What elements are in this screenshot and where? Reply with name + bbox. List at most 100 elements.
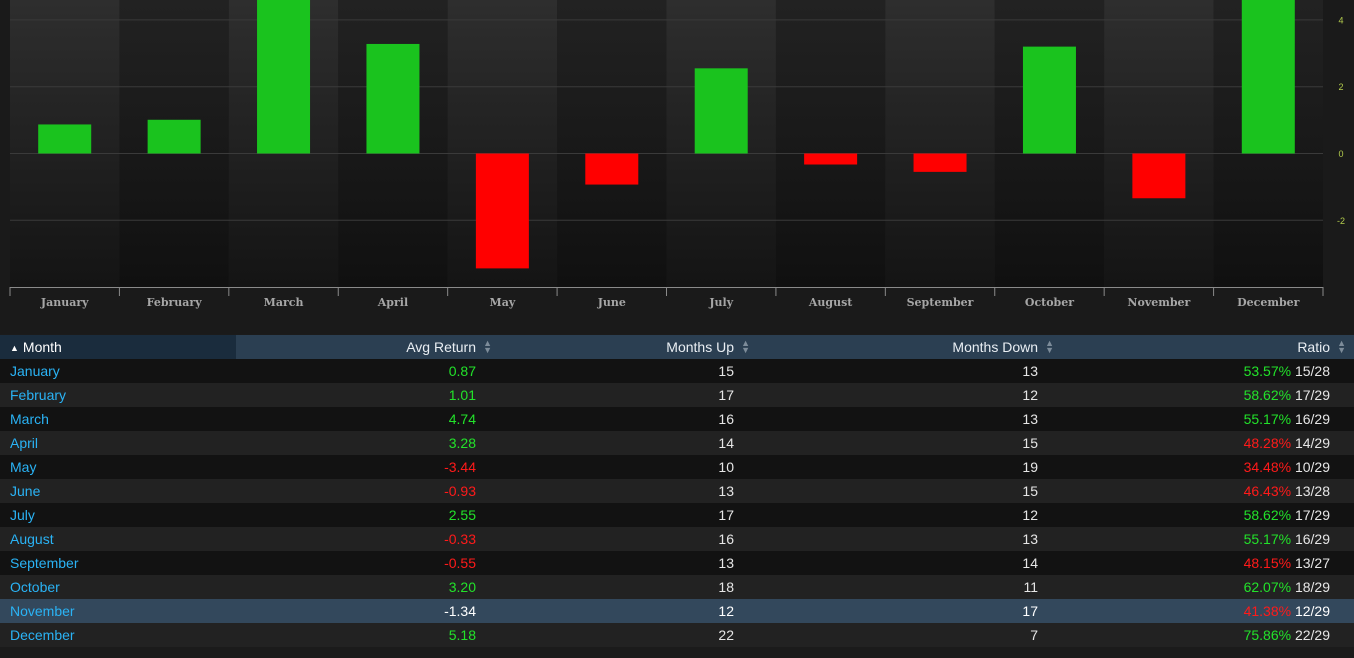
months-down-cell: 15: [758, 431, 1062, 455]
bar-march[interactable]: [257, 0, 311, 154]
ratio-percent: 58.62%: [1243, 507, 1292, 523]
month-column-header[interactable]: ▲ Month: [0, 335, 236, 359]
month-cell[interactable]: June: [0, 479, 236, 503]
avg-return-column-header[interactable]: Avg Return ▲ ▼: [236, 335, 500, 359]
ratio-fraction: 13/27: [1294, 555, 1330, 571]
ratio-percent: 58.62%: [1243, 387, 1292, 403]
ratio-percent: 48.15%: [1243, 555, 1292, 571]
y-tick-label: 4: [1338, 15, 1343, 25]
bar-february[interactable]: [147, 119, 201, 154]
ratio-cell: 48.15% 13/27: [1062, 551, 1354, 575]
month-cell[interactable]: February: [0, 383, 236, 407]
ratio-cell: 53.57% 15/28: [1062, 359, 1354, 383]
table-row[interactable]: March 4.74 16 13 55.17% 16/29: [0, 407, 1354, 431]
month-cell[interactable]: August: [0, 527, 236, 551]
x-category-label: January: [40, 296, 89, 309]
x-category-label: December: [1237, 296, 1300, 309]
month-cell[interactable]: April: [0, 431, 236, 455]
table-row[interactable]: December 5.18 22 7 75.86% 22/29: [0, 623, 1354, 647]
months-up-cell: 17: [500, 383, 758, 407]
bar-june[interactable]: [585, 153, 639, 185]
table-row[interactable]: September -0.55 13 14 48.15% 13/27: [0, 551, 1354, 575]
ratio-fraction: 22/29: [1294, 627, 1330, 643]
sort-asc-icon: ▲: [10, 343, 19, 353]
months-up-cell: 16: [500, 407, 758, 431]
months-down-cell: 17: [758, 599, 1062, 623]
seasonality-table-container: ▲ Month Avg Return ▲ ▼ Months Up ▲ ▼ Months…: [0, 335, 1354, 647]
bar-april[interactable]: [366, 43, 420, 154]
table-row[interactable]: August -0.33 16 13 55.17% 16/29: [0, 527, 1354, 551]
ratio-cell: 58.62% 17/29: [1062, 503, 1354, 527]
months-up-cell: 12: [500, 599, 758, 623]
bar-july[interactable]: [694, 68, 748, 154]
month-cell[interactable]: September: [0, 551, 236, 575]
ratio-percent: 46.43%: [1243, 483, 1292, 499]
avg-return-cell: -1.34: [236, 599, 500, 623]
ratio-column-header[interactable]: Ratio ▲ ▼: [1062, 335, 1354, 359]
table-row[interactable]: February 1.01 17 12 58.62% 17/29: [0, 383, 1354, 407]
months-down-column-header[interactable]: Months Down ▲ ▼: [758, 335, 1062, 359]
x-category-label: August: [808, 296, 853, 309]
ratio-header-label: Ratio: [1297, 339, 1330, 355]
months-down-cell: 15: [758, 479, 1062, 503]
month-cell[interactable]: January: [0, 359, 236, 383]
bar-november[interactable]: [1132, 153, 1186, 199]
bar-may[interactable]: [475, 153, 529, 269]
avg-return-cell: 3.20: [236, 575, 500, 599]
ratio-fraction: 16/29: [1294, 531, 1330, 547]
x-category-label: June: [597, 296, 626, 309]
table-row[interactable]: October 3.20 18 11 62.07% 18/29: [0, 575, 1354, 599]
months-up-column-header[interactable]: Months Up ▲ ▼: [500, 335, 758, 359]
bar-october[interactable]: [1022, 46, 1076, 154]
x-category-label: September: [907, 296, 974, 309]
ratio-percent: 34.48%: [1243, 459, 1292, 475]
avg-return-cell: 2.55: [236, 503, 500, 527]
table-row[interactable]: July 2.55 17 12 58.62% 17/29: [0, 503, 1354, 527]
table-row[interactable]: June -0.93 13 15 46.43% 13/28: [0, 479, 1354, 503]
x-category-label: October: [1025, 296, 1074, 309]
month-cell[interactable]: May: [0, 455, 236, 479]
months-down-cell: 7: [758, 623, 1062, 647]
sort-icon: ▲ ▼: [483, 338, 492, 355]
ratio-fraction: 13/28: [1294, 483, 1330, 499]
avg-return-cell: 4.74: [236, 407, 500, 431]
month-cell[interactable]: December: [0, 623, 236, 647]
ratio-cell: 58.62% 17/29: [1062, 383, 1354, 407]
ratio-fraction: 17/29: [1294, 507, 1330, 523]
table-row[interactable]: May -3.44 10 19 34.48% 10/29: [0, 455, 1354, 479]
months-down-cell: 12: [758, 503, 1062, 527]
months-up-header-label: Months Up: [666, 339, 734, 355]
avg-return-cell: -0.93: [236, 479, 500, 503]
sort-icon: ▲ ▼: [1045, 338, 1054, 355]
months-down-cell: 13: [758, 359, 1062, 383]
ratio-percent: 53.57%: [1243, 363, 1292, 379]
ratio-percent: 75.86%: [1243, 627, 1292, 643]
month-cell[interactable]: October: [0, 575, 236, 599]
months-down-cell: 13: [758, 527, 1062, 551]
table-row[interactable]: January 0.87 15 13 53.57% 15/28: [0, 359, 1354, 383]
ratio-fraction: 10/29: [1294, 459, 1330, 475]
month-cell[interactable]: November: [0, 599, 236, 623]
table-row[interactable]: April 3.28 14 15 48.28% 14/29: [0, 431, 1354, 455]
avg-return-header-label: Avg Return: [406, 339, 476, 355]
ratio-percent: 55.17%: [1243, 531, 1292, 547]
x-category-label: July: [708, 296, 733, 309]
ratio-fraction: 12/29: [1294, 603, 1330, 619]
ratio-cell: 62.07% 18/29: [1062, 575, 1354, 599]
column-band: [775, 0, 886, 287]
bar-august[interactable]: [804, 153, 858, 165]
month-cell[interactable]: March: [0, 407, 236, 431]
ratio-cell: 41.38% 12/29: [1062, 599, 1354, 623]
x-category-label: April: [377, 296, 408, 309]
bar-september[interactable]: [913, 153, 967, 172]
bar-january[interactable]: [38, 124, 92, 154]
month-cell[interactable]: July: [0, 503, 236, 527]
avg-return-cell: 0.87: [236, 359, 500, 383]
y-tick-label: -2: [1337, 216, 1345, 226]
y-tick-label: 0: [1338, 149, 1343, 159]
bar-december[interactable]: [1241, 0, 1295, 154]
ratio-cell: 75.86% 22/29: [1062, 623, 1354, 647]
months-up-cell: 22: [500, 623, 758, 647]
months-up-cell: 17: [500, 503, 758, 527]
table-row[interactable]: November -1.34 12 17 41.38% 12/29: [0, 599, 1354, 623]
